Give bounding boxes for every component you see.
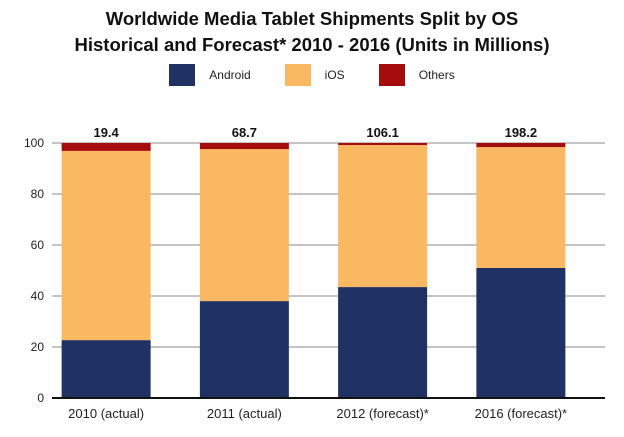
chart-subtitle: Historical and Forecast* 2010 - 2016 (Un… <box>74 34 550 55</box>
x-tick-label: 2010 (actual) <box>68 406 144 421</box>
bar-ios <box>199 149 289 302</box>
total-label: 106.1 <box>366 125 399 140</box>
x-tick-label: 2012 (forecast)* <box>336 406 429 421</box>
legend-swatch-others <box>378 64 405 86</box>
y-tick-label: 0 <box>37 391 44 405</box>
legend-label-others: Others <box>418 68 455 82</box>
legend-swatch-ios <box>284 64 311 86</box>
bar-others <box>338 143 428 146</box>
total-label: 198.2 <box>505 125 538 140</box>
legend-label-ios: iOS <box>324 68 345 82</box>
bar-ios <box>338 145 428 288</box>
total-label: 19.4 <box>93 125 119 140</box>
y-tick-label: 80 <box>31 187 45 201</box>
legend-item-android: Android <box>169 64 251 86</box>
bar-others <box>199 143 289 150</box>
y-tick-label: 20 <box>31 340 45 354</box>
legend-label-android: Android <box>209 68 251 82</box>
bar-android <box>476 267 566 398</box>
bar-ios <box>476 147 566 268</box>
legend: Android iOS Others <box>0 64 624 86</box>
total-label: 68.7 <box>232 125 257 140</box>
bar-android <box>61 340 151 398</box>
bar-others <box>61 143 151 151</box>
bar-android <box>199 301 289 398</box>
x-tick-label: 2011 (actual) <box>207 406 282 421</box>
chart-title: Worldwide Media Tablet Shipments Split b… <box>105 8 519 29</box>
bar-others <box>476 143 566 148</box>
legend-swatch-android <box>169 64 196 86</box>
bar-ios <box>61 150 151 341</box>
legend-item-ios: iOS <box>284 64 345 86</box>
y-tick-label: 100 <box>24 136 44 150</box>
bar-android <box>338 287 428 398</box>
legend-item-others: Others <box>378 64 455 86</box>
y-tick-label: 40 <box>31 289 45 303</box>
x-tick-label: 2016 (forecast)* <box>475 406 568 421</box>
y-tick-label: 60 <box>31 238 45 252</box>
